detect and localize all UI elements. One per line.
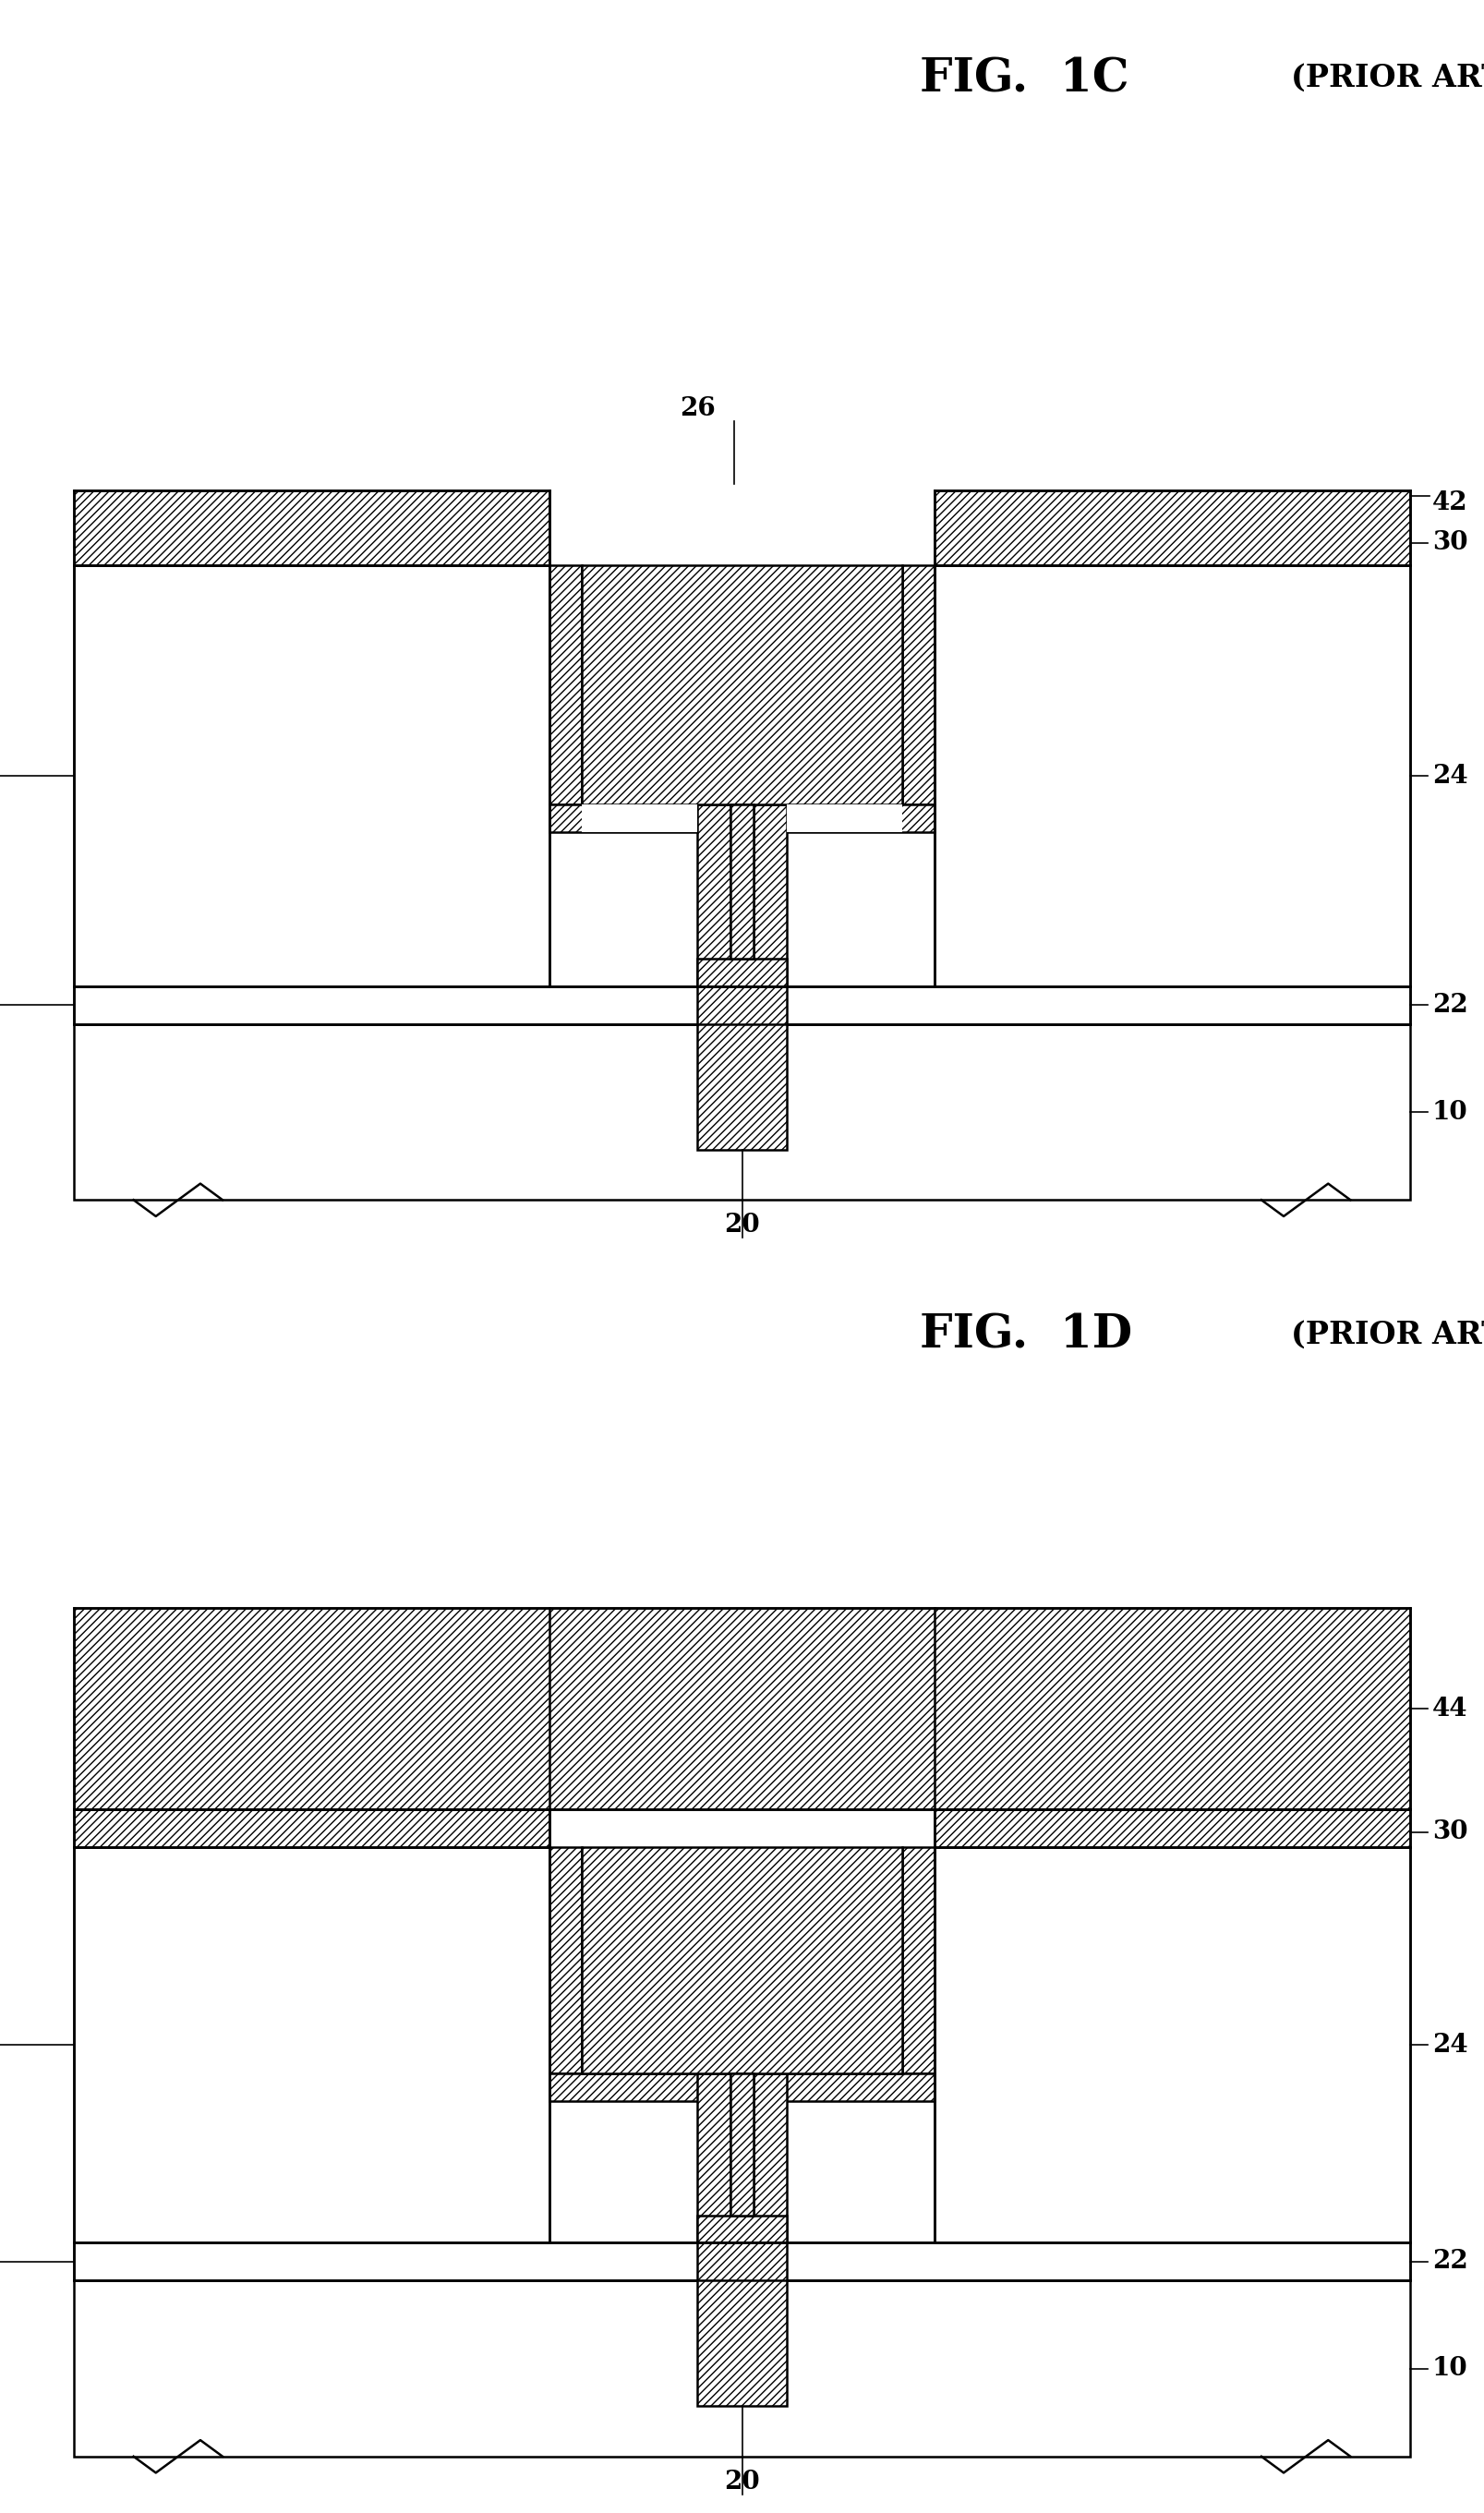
- Bar: [697, 2242, 787, 2407]
- Bar: [582, 804, 697, 832]
- Bar: [754, 804, 787, 985]
- Bar: [787, 804, 902, 832]
- Bar: [697, 2242, 787, 2407]
- Bar: [74, 490, 549, 565]
- Bar: [549, 2073, 730, 2101]
- Bar: [74, 2282, 1410, 2458]
- Bar: [902, 565, 935, 804]
- Text: 30: 30: [1432, 530, 1468, 555]
- Text: 24: 24: [1432, 764, 1468, 789]
- Bar: [74, 1608, 1410, 1809]
- Bar: [549, 804, 730, 832]
- Bar: [730, 804, 754, 957]
- Bar: [902, 1847, 935, 2073]
- Bar: [935, 490, 1410, 565]
- Bar: [582, 565, 902, 804]
- Bar: [697, 804, 730, 985]
- Text: 10: 10: [1432, 1101, 1468, 1123]
- Bar: [74, 1847, 549, 2242]
- Bar: [74, 985, 1410, 1025]
- Text: 44: 44: [1432, 1696, 1468, 1721]
- Text: FIG.  1D: FIG. 1D: [920, 1312, 1132, 1360]
- Bar: [697, 2073, 730, 2242]
- Bar: [582, 1847, 902, 2073]
- Bar: [549, 804, 730, 832]
- Bar: [74, 2242, 1410, 2282]
- Bar: [582, 1847, 902, 2073]
- Text: 10: 10: [1432, 2357, 1468, 2380]
- Text: 24: 24: [1432, 2033, 1468, 2058]
- Bar: [754, 2073, 935, 2101]
- Bar: [754, 2073, 787, 2242]
- Text: FIG.  1C: FIG. 1C: [920, 55, 1129, 103]
- Bar: [754, 804, 787, 985]
- Bar: [935, 1847, 1410, 2242]
- Bar: [697, 2073, 730, 2242]
- Bar: [935, 490, 1410, 565]
- Text: 22: 22: [1432, 993, 1468, 1018]
- Bar: [902, 565, 935, 804]
- Bar: [935, 1809, 1410, 1847]
- Bar: [935, 1809, 1410, 1847]
- Bar: [74, 565, 549, 985]
- Bar: [549, 565, 582, 804]
- Bar: [697, 985, 787, 1151]
- Bar: [697, 985, 787, 1151]
- Bar: [582, 565, 902, 804]
- Bar: [902, 1847, 935, 2073]
- Bar: [697, 2216, 787, 2242]
- Bar: [74, 1025, 1410, 1199]
- Bar: [549, 2073, 730, 2101]
- Text: 20: 20: [724, 1214, 760, 1236]
- Bar: [549, 1847, 582, 2073]
- Text: 22: 22: [1432, 2249, 1468, 2274]
- Text: 30: 30: [1432, 1819, 1468, 1845]
- Text: 42: 42: [1432, 490, 1468, 515]
- Bar: [754, 804, 935, 832]
- Bar: [549, 565, 582, 804]
- Text: (PRIOR ART): (PRIOR ART): [1291, 1319, 1484, 1349]
- Bar: [74, 1608, 1410, 1809]
- Bar: [754, 2073, 935, 2101]
- Bar: [74, 490, 549, 565]
- Bar: [730, 2073, 754, 2216]
- Bar: [74, 1809, 549, 1847]
- Bar: [74, 1809, 549, 1847]
- Bar: [697, 2216, 787, 2242]
- Text: 26: 26: [680, 397, 715, 420]
- Bar: [754, 804, 935, 832]
- Text: (PRIOR ART): (PRIOR ART): [1291, 63, 1484, 93]
- Bar: [730, 804, 754, 957]
- Bar: [697, 957, 787, 985]
- Bar: [697, 957, 787, 985]
- Bar: [697, 804, 730, 985]
- Bar: [935, 565, 1410, 985]
- Bar: [730, 2073, 754, 2216]
- Text: 20: 20: [724, 2470, 760, 2493]
- Bar: [549, 1847, 582, 2073]
- Bar: [754, 2073, 787, 2242]
